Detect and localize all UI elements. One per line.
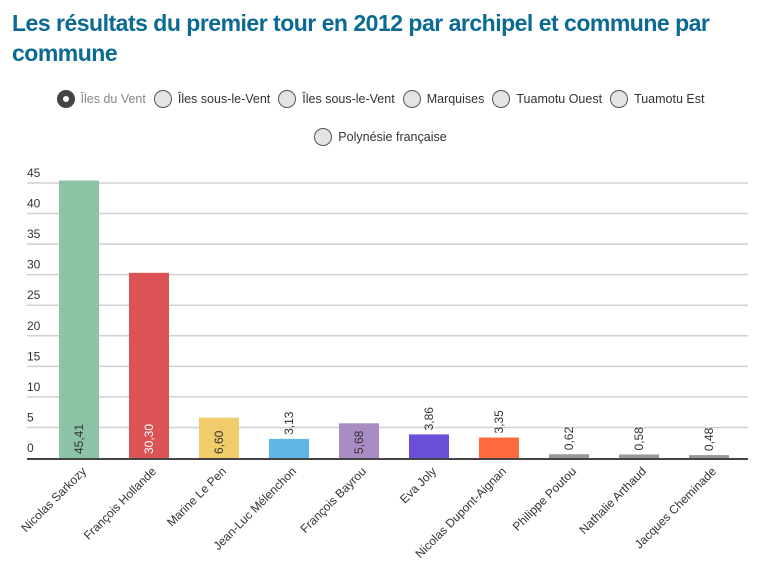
y-tick-label: 5 (27, 410, 34, 424)
radio-option[interactable]: Polynésie française (314, 126, 447, 148)
bar[interactable] (409, 434, 449, 458)
radio-icon[interactable] (492, 90, 511, 108)
radio-label: Îles du Vent (80, 92, 146, 106)
radio-option[interactable]: Îles du Vent (56, 88, 146, 110)
y-tick-label: 40 (27, 197, 41, 211)
radio-icon[interactable] (153, 90, 172, 108)
y-tick-label: 35 (27, 227, 41, 241)
bar[interactable] (339, 423, 379, 458)
x-tick-label: Philippe Poutou (510, 464, 579, 533)
x-tick-label: François Bayrou (297, 464, 369, 536)
bar[interactable] (619, 454, 659, 458)
y-tick-label: 25 (27, 288, 41, 302)
radio-option[interactable]: Tuamotu Ouest (492, 88, 602, 110)
radio-option[interactable]: Îles sous-le-Vent (278, 88, 395, 110)
value-label: 3,13 (282, 411, 296, 435)
archipel-filter: Îles du Vent Îles sous-le-Vent Îles sous-l… (0, 88, 761, 148)
y-tick-label: 0 (27, 441, 34, 455)
y-tick-label: 30 (27, 258, 41, 272)
page-title: Les résultats du premier tour en 2012 pa… (12, 10, 710, 66)
y-tick-label: 20 (27, 319, 41, 333)
radio-option[interactable]: Marquises (402, 88, 485, 110)
radio-icon[interactable] (402, 90, 421, 108)
value-label: 3,86 (422, 407, 436, 431)
value-label: 6,60 (212, 430, 226, 454)
value-label: 5,68 (352, 430, 366, 454)
x-tick-label: Nicolas Sarkozy (18, 464, 89, 535)
value-label: 0,62 (562, 427, 576, 451)
y-tick-label: 15 (27, 349, 41, 363)
radio-icon[interactable] (314, 128, 333, 146)
radio-label: Marquises (426, 92, 485, 106)
bar[interactable] (59, 180, 99, 458)
radio-label: Îles sous-le-Vent (177, 92, 271, 106)
bar[interactable] (689, 455, 729, 458)
radio-label: Tuamotu Ouest (516, 92, 603, 106)
radio-option[interactable]: Îles sous-le-Vent (153, 88, 271, 110)
radio-icon[interactable] (56, 90, 75, 108)
bar[interactable] (549, 454, 589, 458)
bar[interactable] (129, 272, 169, 458)
x-tick-label: Eva Joly (397, 464, 439, 506)
value-label: 0,48 (702, 427, 716, 451)
value-label: 3,35 (492, 410, 506, 434)
bar[interactable] (269, 438, 309, 458)
x-tick-label: Marine Le Pen (164, 464, 229, 529)
radio-option[interactable]: Tuamotu Est (610, 88, 704, 110)
value-label: 0,58 (632, 427, 646, 451)
value-label: 45,41 (72, 424, 86, 454)
radio-label: Polynésie française (338, 130, 447, 144)
y-tick-label: 10 (27, 380, 41, 394)
x-tick-label: François Hollande (81, 464, 160, 543)
radio-icon[interactable] (610, 90, 629, 108)
x-tick-label: Nathalie Arthaud (576, 464, 649, 537)
radio-label: Tuamotu Est (634, 92, 705, 106)
bar[interactable] (479, 437, 519, 458)
radio-icon[interactable] (278, 90, 297, 108)
radio-label: Îles sous-le-Vent (302, 92, 395, 106)
y-tick-label: 45 (27, 166, 41, 180)
value-label: 30,30 (142, 424, 156, 454)
bar[interactable] (199, 417, 239, 458)
